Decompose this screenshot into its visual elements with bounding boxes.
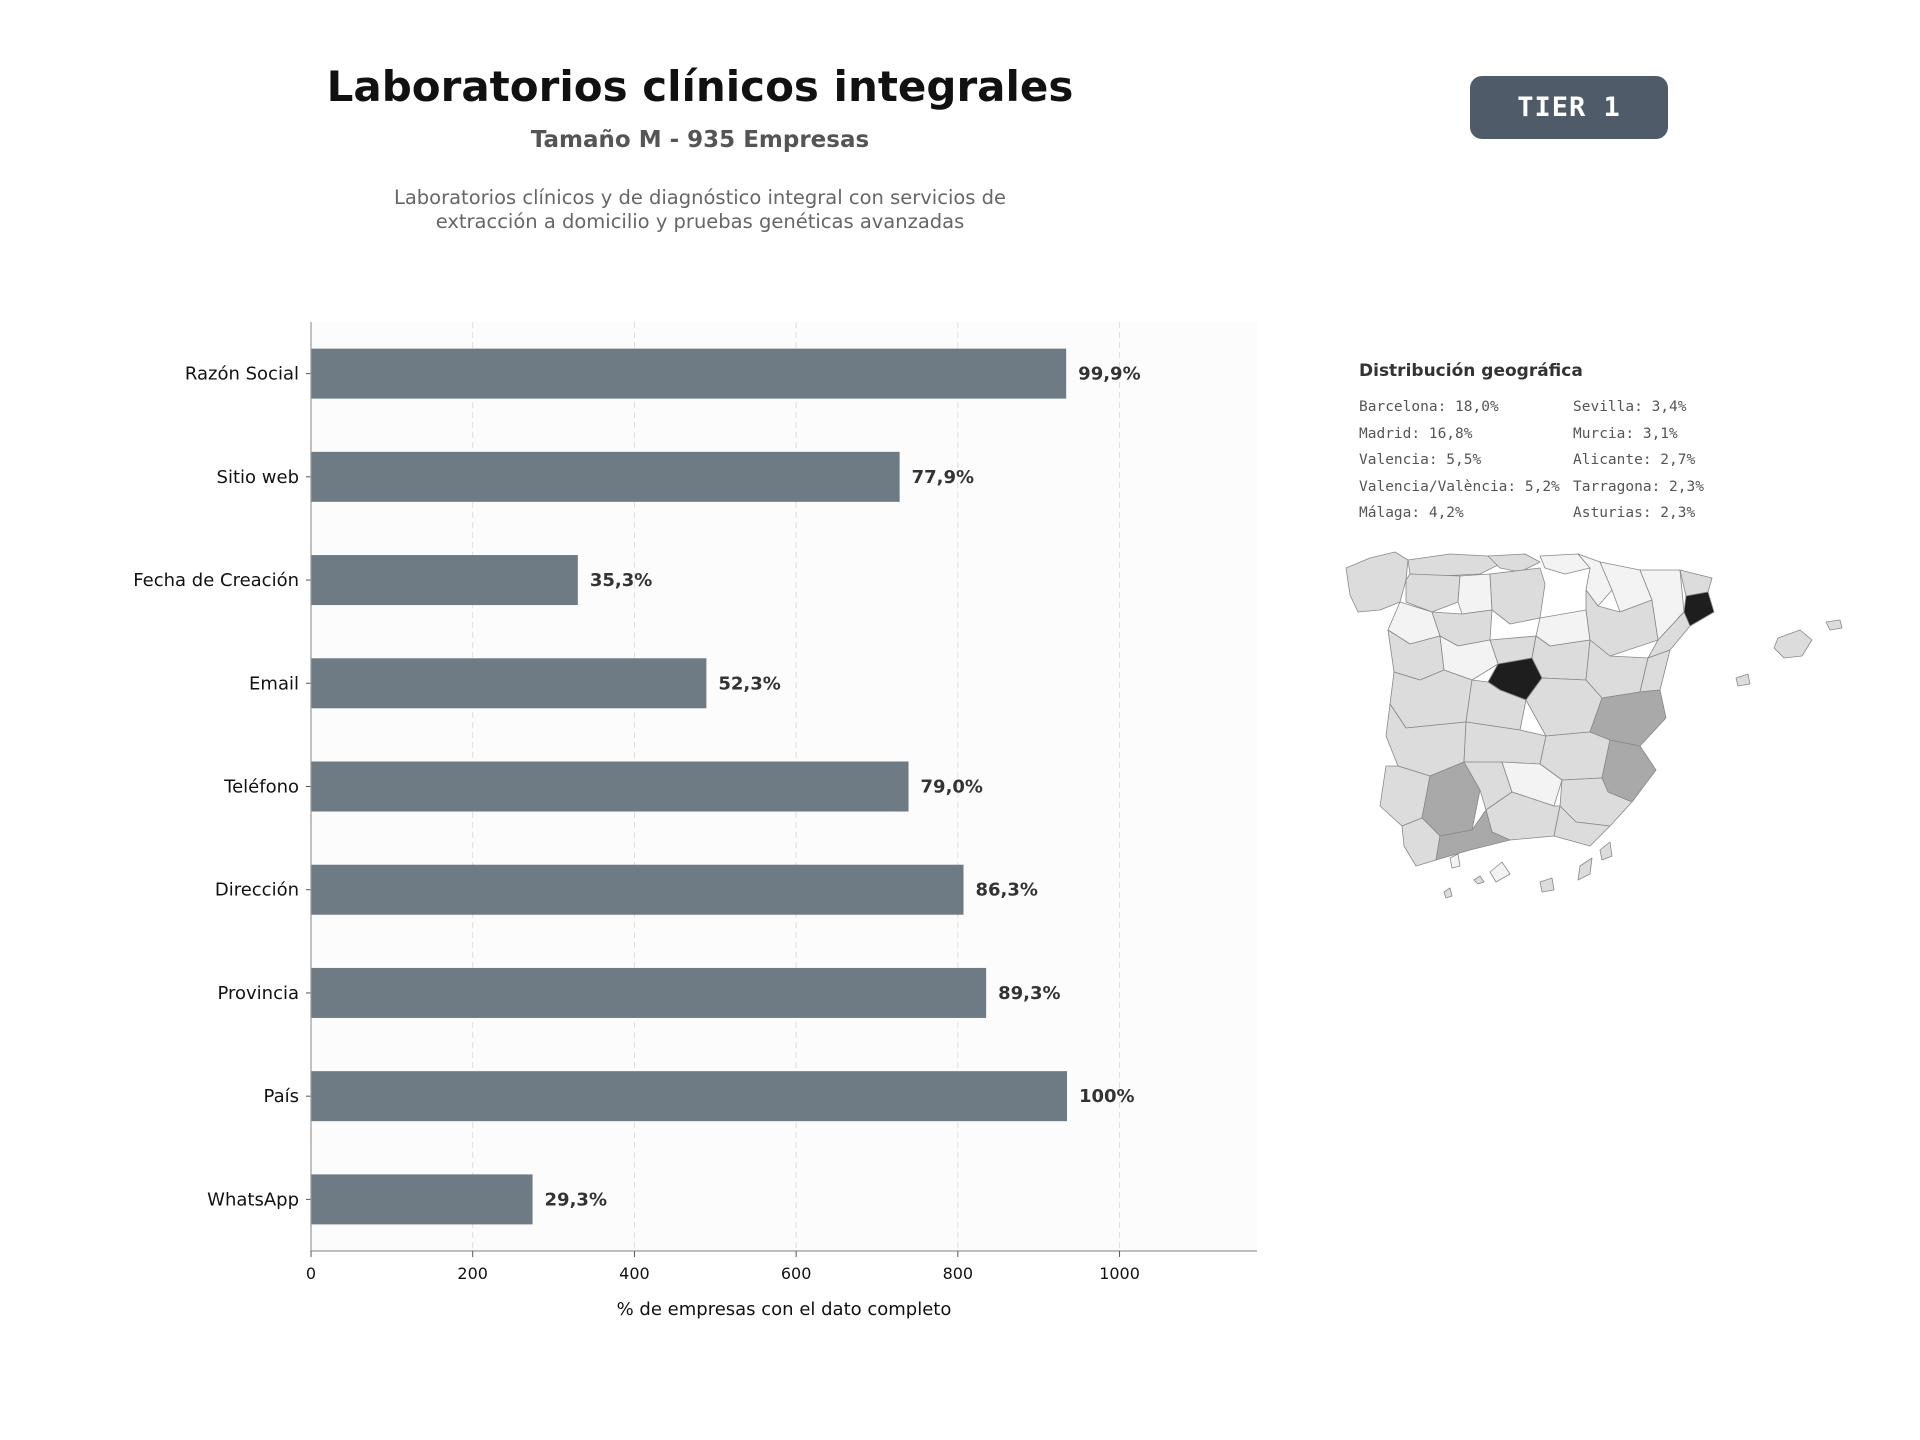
bar: [311, 555, 578, 606]
data-label: 52,3%: [718, 673, 780, 694]
y-tick-label: Dirección: [215, 880, 299, 901]
map-region-tarragona: [1647, 611, 1691, 659]
x-tick-label: 800: [943, 1264, 974, 1283]
data-label: 29,3%: [545, 1189, 607, 1210]
map-region-galicia: [1345, 551, 1409, 613]
map-region-canary-3: [1489, 861, 1511, 883]
page-title: Laboratorios clínicos integrales: [326, 62, 1074, 111]
description-line-2: extracción a domicilio y pruebas genétic…: [435, 210, 965, 233]
x-tick-label: 0: [306, 1264, 316, 1283]
data-label: 86,3%: [975, 880, 1037, 901]
data-label: 79,0%: [921, 777, 983, 798]
map-region-mallorca: [1773, 629, 1813, 659]
geo-item: Asturias: 2,3%: [1573, 505, 1696, 521]
geo-item: Barcelona: 18,0%: [1359, 399, 1499, 415]
map-region-cantabria: [1487, 553, 1541, 573]
data-label: 89,3%: [998, 983, 1060, 1004]
map-region-jaen: [1501, 761, 1563, 807]
geo-item: Alicante: 2,7%: [1573, 452, 1696, 468]
spain-map: [1345, 551, 1843, 899]
map-region-canary-7: [1443, 887, 1453, 899]
map-region-almeria: [1553, 805, 1611, 847]
bar: [311, 967, 987, 1018]
map-region-canary-5: [1449, 853, 1461, 869]
map-region-burgos: [1489, 567, 1546, 625]
geo-item: Murcia: 3,1%: [1573, 425, 1678, 442]
y-tick-label: Sitio web: [217, 467, 299, 488]
geo-item: Tarragona: 2,3%: [1573, 478, 1704, 495]
bar: [311, 864, 964, 915]
geo-item: Valencia: 5,5%: [1359, 452, 1482, 468]
bar: [311, 451, 900, 502]
bar: [311, 761, 909, 812]
bar: [311, 1071, 1067, 1122]
map-region-menorca: [1825, 619, 1843, 631]
page-subtitle: Tamaño M - 935 Empresas: [530, 127, 870, 153]
tier-badge: TIER 1: [1470, 76, 1668, 139]
y-tick-label: País: [264, 1086, 299, 1107]
x-tick-label: 1000: [1099, 1264, 1140, 1283]
y-tick-label: Fecha de Creación: [133, 570, 299, 591]
data-label: 99,9%: [1078, 364, 1140, 385]
data-label: 77,9%: [912, 467, 974, 488]
map-region-palencia: [1457, 573, 1493, 615]
x-tick-label: 600: [781, 1264, 812, 1283]
map-region-canary-1: [1599, 841, 1613, 861]
y-tick-label: Provincia: [217, 983, 299, 1004]
description: Laboratorios clínicos y de diagnóstico i…: [160, 186, 1240, 234]
geo-item: Sevilla: 3,4%: [1573, 399, 1687, 415]
bar: [311, 1174, 533, 1225]
geo-distribution-list: Barcelona: 18,0% Sevilla: 3,4% Madrid: 1…: [1359, 398, 1799, 524]
geo-item: Málaga: 4,2%: [1359, 505, 1464, 521]
map-region-ciudad-real: [1463, 721, 1547, 765]
map-region-basque: [1539, 553, 1591, 575]
geo-title: Distribución geográfica: [1359, 361, 1583, 381]
map-region-asturias: [1407, 553, 1501, 577]
x-tick-label: 200: [457, 1264, 488, 1283]
map-region-canary-4: [1539, 877, 1555, 893]
map-region-caceres: [1389, 669, 1473, 729]
x-tick-label: 400: [619, 1264, 650, 1283]
map-region-soria: [1535, 609, 1591, 647]
y-tick-label: Email: [249, 673, 299, 694]
description-line-1: Laboratorios clínicos y de diagnóstico i…: [393, 186, 1007, 209]
bar: [311, 658, 707, 709]
y-tick-label: Razón Social: [185, 364, 299, 385]
map-region-malaga: [1435, 809, 1511, 861]
map-region-cuenca: [1525, 677, 1603, 737]
y-tick-label: Teléfono: [223, 777, 299, 798]
geo-item: Valencia/València: 5,2%: [1359, 478, 1560, 495]
y-tick-label: WhatsApp: [207, 1189, 299, 1210]
map-region-canary-6: [1473, 875, 1485, 885]
x-axis-label: % de empresas con el dato completo: [617, 1299, 952, 1320]
geo-item: Madrid: 16,8%: [1359, 425, 1473, 442]
data-label: 100%: [1079, 1086, 1135, 1107]
map-region-canary-2: [1577, 857, 1593, 881]
map-region-ibiza: [1735, 673, 1751, 687]
data-label: 35,3%: [590, 570, 652, 591]
bar: [311, 348, 1067, 399]
